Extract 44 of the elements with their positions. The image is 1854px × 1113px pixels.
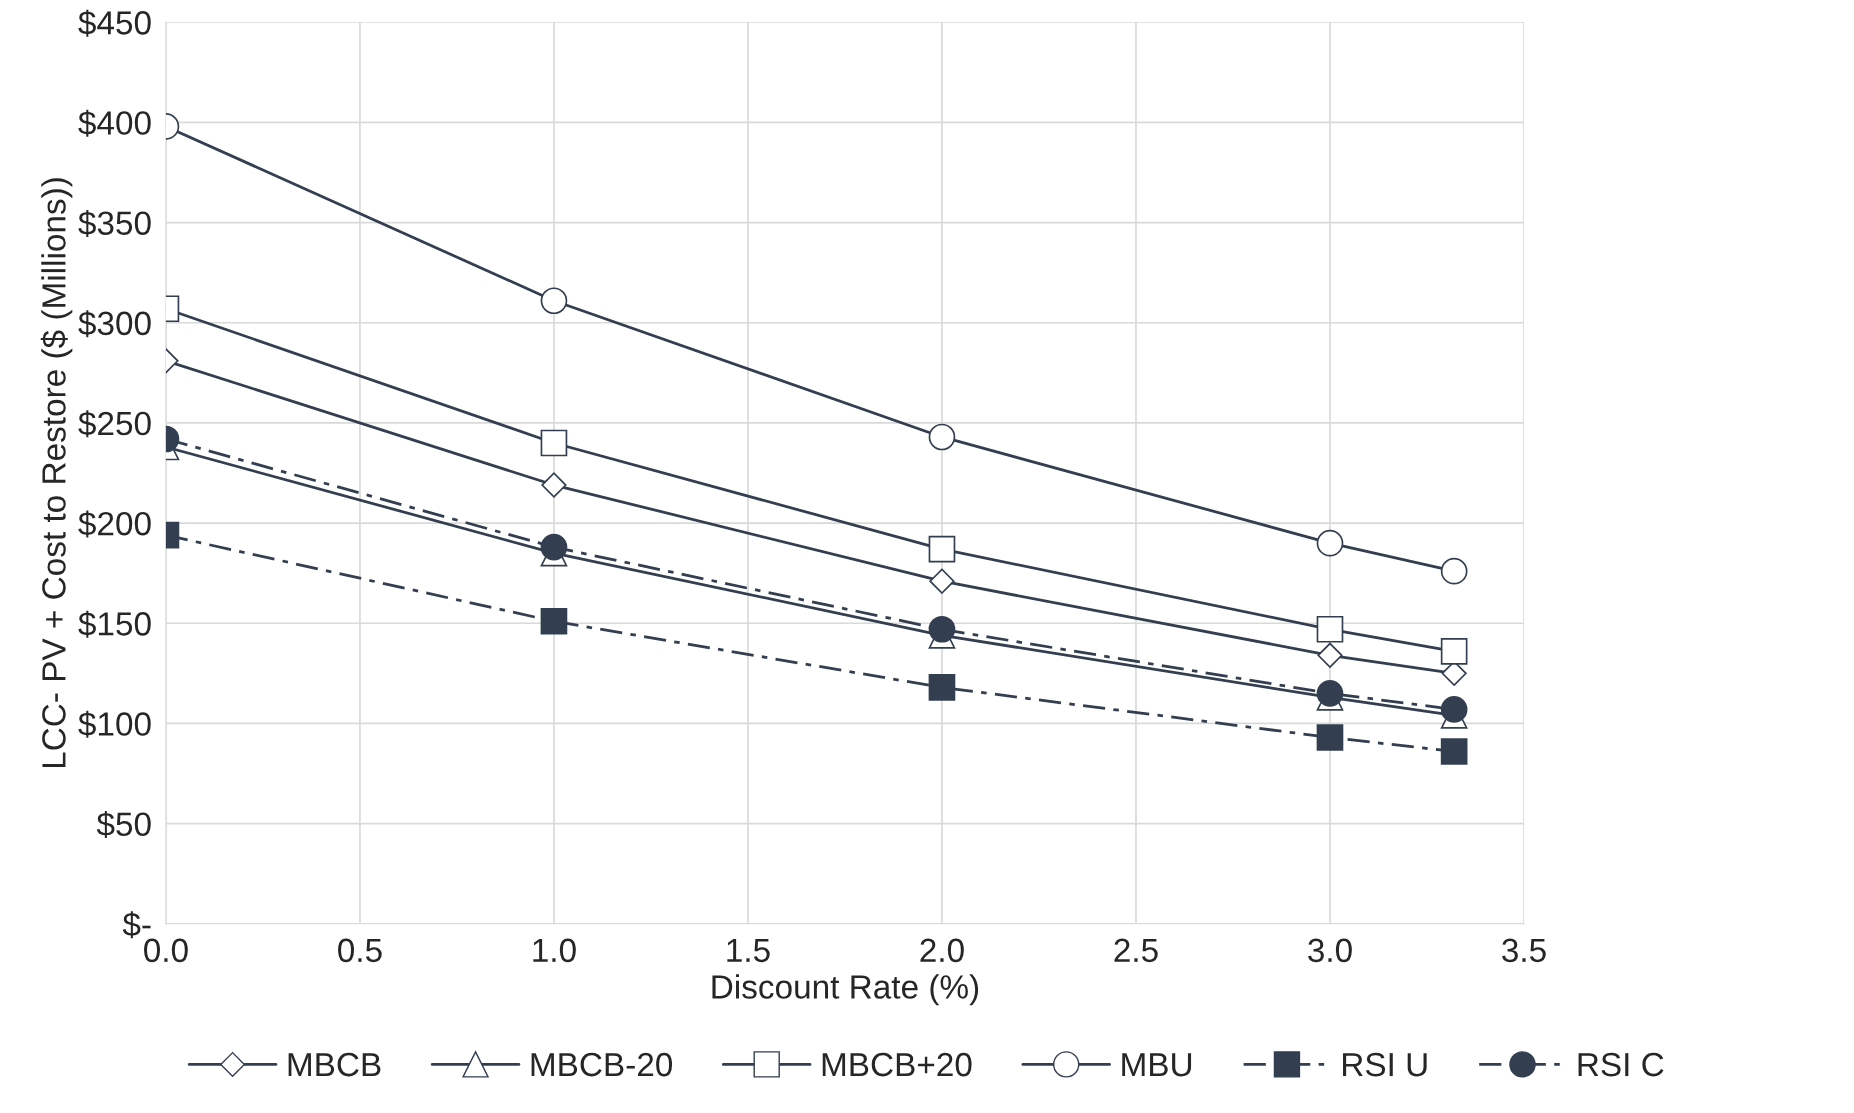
point xyxy=(1316,724,1344,751)
point xyxy=(1317,642,1343,668)
legend-label: MBCB xyxy=(288,1052,381,1077)
y-tick-label: $50 xyxy=(96,811,151,839)
point xyxy=(540,533,568,561)
point xyxy=(928,423,956,451)
point xyxy=(1316,615,1344,643)
point xyxy=(929,568,955,594)
x-tick-label: 3.5 xyxy=(1502,938,1546,963)
y-tick-label: $250 xyxy=(78,410,151,438)
y-tick-label: $150 xyxy=(78,610,151,638)
point xyxy=(1440,738,1468,765)
x-tick-label: 2.5 xyxy=(1114,938,1158,963)
x-tick-label: 0.5 xyxy=(338,938,382,963)
legend-label: MBCB+20 xyxy=(822,1052,972,1077)
y-tick-label: $450 xyxy=(78,9,151,37)
point xyxy=(1316,529,1344,557)
legend-label: RSI C xyxy=(1578,1052,1664,1077)
x-tick-label: 1.0 xyxy=(533,938,576,963)
x-tick-label: 0.0 xyxy=(144,938,188,963)
point xyxy=(540,287,568,315)
y-axis-title: LCC- PV + Cost to Restore ($ (Millions)) xyxy=(40,178,73,768)
legend-label: RSI U xyxy=(1343,1052,1427,1077)
y-tick-label: $400 xyxy=(78,109,151,137)
legend-label: MBCB-20 xyxy=(531,1052,673,1077)
x-axis-title: Discount Rate (%) xyxy=(712,974,979,1006)
point xyxy=(928,674,956,701)
legend-label: MBU xyxy=(1122,1053,1192,1077)
y-tick-label: $300 xyxy=(78,310,151,338)
point xyxy=(541,472,567,498)
x-tick-label: 1.5 xyxy=(727,938,770,963)
point xyxy=(1440,637,1468,665)
x-tick-label: 3.0 xyxy=(1308,938,1352,963)
point xyxy=(1440,557,1468,585)
y-tick-label: $- xyxy=(122,911,151,939)
point xyxy=(928,615,956,643)
point xyxy=(928,535,956,563)
y-tick-label: $350 xyxy=(78,210,151,237)
point xyxy=(1440,696,1468,723)
point xyxy=(540,607,568,635)
x-tick-label: 2.0 xyxy=(920,938,964,963)
point xyxy=(540,429,568,457)
y-tick-label: $100 xyxy=(78,710,151,738)
y-tick-label: $200 xyxy=(78,510,151,538)
